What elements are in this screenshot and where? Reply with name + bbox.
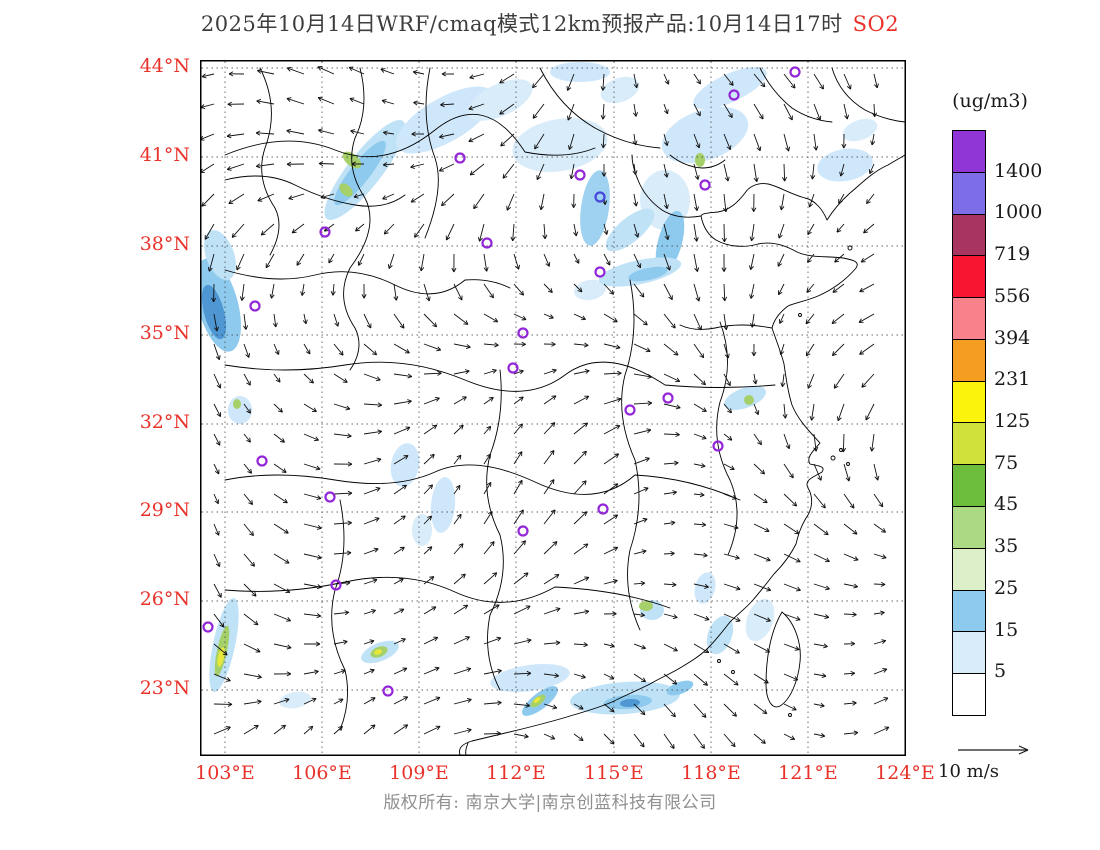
legend-value: 25 <box>994 576 1019 599</box>
island <box>830 455 836 461</box>
province-boundary <box>224 269 511 295</box>
lat-label: 38°N <box>139 233 190 255</box>
legend-color-box <box>953 298 985 340</box>
lat-label: 29°N <box>139 499 190 521</box>
province-boundary <box>224 576 671 609</box>
legend-color-box <box>953 256 985 299</box>
map-border <box>200 60 906 756</box>
province-boundary <box>259 67 280 256</box>
legend-color-box <box>953 632 985 675</box>
legend-color-box <box>953 465 985 508</box>
province-boundary <box>224 175 406 207</box>
legend-color-box <box>953 674 985 715</box>
taiwan-island-path <box>765 611 801 708</box>
legend-value: 45 <box>994 493 1019 516</box>
legend-color-box <box>953 339 985 382</box>
wind-speed-reference: 10 m/s <box>936 742 1046 782</box>
island <box>717 659 721 663</box>
legend-value: 5 <box>994 660 1007 683</box>
legend-value: 394 <box>994 326 1031 349</box>
wind-ref-label: 10 m/s <box>938 761 999 782</box>
island <box>788 713 792 717</box>
legend-color-box <box>953 507 985 549</box>
so2-concentration-field <box>195 62 878 716</box>
island <box>731 670 735 674</box>
lon-label: 118°E <box>681 762 741 784</box>
province-boundary <box>331 499 349 731</box>
island <box>847 245 853 251</box>
legend-value: 35 <box>994 535 1019 558</box>
leizhou-peninsula-path <box>465 742 469 756</box>
province-boundary <box>343 67 371 371</box>
title-text: 2025年10月14日WRF/cmaq模式12km预报产品:10月14日17时 <box>200 12 843 36</box>
province-boundary <box>621 279 641 631</box>
legend-value: 719 <box>994 243 1031 266</box>
lat-label: 23°N <box>139 677 190 699</box>
map-frame <box>195 60 906 756</box>
legend-color-box <box>953 423 985 466</box>
lon-label: 109°E <box>389 762 449 784</box>
province-boundary <box>669 154 726 169</box>
lon-label: 115°E <box>584 762 644 784</box>
copyright-footer: 版权所有: 南京大学|南京创蓝科技有限公司 <box>383 793 717 813</box>
lat-label: 32°N <box>139 411 190 433</box>
legend-color-box <box>953 548 985 591</box>
island <box>846 462 850 466</box>
province-boundary <box>631 154 702 218</box>
province-boundary <box>224 113 596 158</box>
province-boundary <box>831 67 906 123</box>
lat-label: 26°N <box>139 588 190 610</box>
legend-value: 1000 <box>994 201 1043 224</box>
legend-color-box <box>953 214 985 257</box>
city-station-markers <box>202 66 801 697</box>
legend-unit-label: (ug/m3) <box>952 90 1028 112</box>
legend-color-box <box>953 131 985 173</box>
province-boundary <box>486 369 504 691</box>
province-boundary <box>424 67 439 239</box>
province-boundary <box>679 324 773 330</box>
legend-value: 231 <box>994 368 1031 391</box>
lat-label: 44°N <box>139 55 190 77</box>
wind-ref-arrow <box>958 745 1029 755</box>
island <box>798 313 802 317</box>
legend-value: 1400 <box>994 159 1043 182</box>
lon-label: 103°E <box>195 762 255 784</box>
color-scale-legend <box>952 130 986 716</box>
lon-label: 106°E <box>292 762 352 784</box>
page-title: 2025年10月14日WRF/cmaq模式12km预报产品:10月14日17时 S… <box>0 8 1100 38</box>
province-boundary <box>224 464 741 501</box>
coastline-path <box>459 154 906 756</box>
coastline-and-boundaries <box>224 67 906 756</box>
legend-value: 75 <box>994 451 1019 474</box>
pollutant-label: SO2 <box>852 12 900 36</box>
province-boundary <box>716 321 738 556</box>
lat-label: 35°N <box>139 322 190 344</box>
lon-label: 124°E <box>875 762 935 784</box>
legend-value: 125 <box>994 410 1031 432</box>
province-boundary <box>539 67 661 149</box>
province-boundary <box>224 361 776 392</box>
wind-vector-field <box>199 66 890 749</box>
legend-color-box <box>953 172 985 215</box>
lat-label: 41°N <box>139 144 190 166</box>
legend-value: 15 <box>994 618 1019 641</box>
lon-label: 121°E <box>778 762 838 784</box>
lon-label: 112°E <box>486 762 546 784</box>
legend-color-box <box>953 590 985 633</box>
legend-value: 556 <box>994 284 1031 307</box>
legend-color-box <box>953 381 985 424</box>
forecast-map <box>195 60 906 756</box>
